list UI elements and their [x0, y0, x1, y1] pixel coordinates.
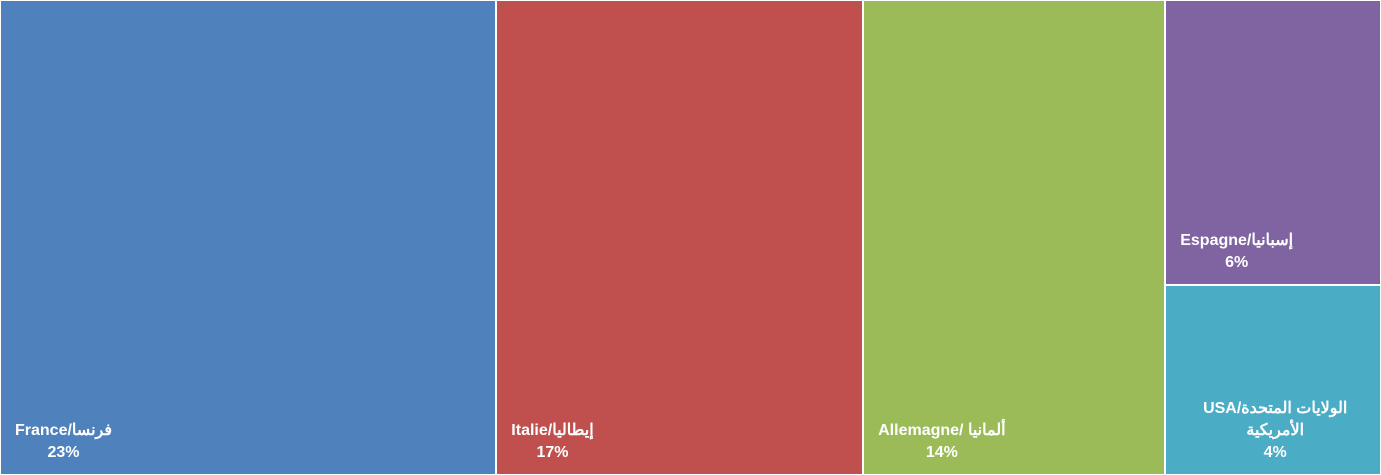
- cell-label: Allemagne/ ألمانيا 14%: [878, 420, 1005, 464]
- treemap-cell: Espagne/إسبانيا 6%: [1165, 0, 1381, 285]
- cell-label: USA/الولايات المتحدة الأمريكية 4%: [1180, 398, 1370, 464]
- value-label: 23%: [47, 444, 80, 461]
- category-label: USA/الولايات المتحدة الأمريكية: [1203, 400, 1348, 439]
- cell-label: France/فرنسا 23%: [15, 420, 112, 464]
- value-label: 6%: [1225, 254, 1249, 271]
- value-label: 4%: [1263, 444, 1287, 461]
- treemap-cell: USA/الولايات المتحدة الأمريكية 4%: [1165, 285, 1381, 475]
- category-label: Italie/إيطاليا: [511, 422, 594, 439]
- category-label: Allemagne/ ألمانيا: [878, 422, 1006, 439]
- treemap-cell: France/فرنسا 23%: [0, 0, 497, 475]
- category-label: Espagne/إسبانيا: [1180, 232, 1294, 249]
- value-label: 14%: [925, 444, 958, 461]
- treemap-cell: Italie/إيطاليا 17%: [496, 0, 864, 475]
- category-label: France/فرنسا: [15, 422, 112, 439]
- value-label: 17%: [536, 444, 569, 461]
- cell-label: Espagne/إسبانيا 6%: [1180, 230, 1293, 274]
- cell-label: Italie/إيطاليا 17%: [511, 420, 593, 464]
- treemap-cell: Allemagne/ ألمانيا 14%: [863, 0, 1166, 475]
